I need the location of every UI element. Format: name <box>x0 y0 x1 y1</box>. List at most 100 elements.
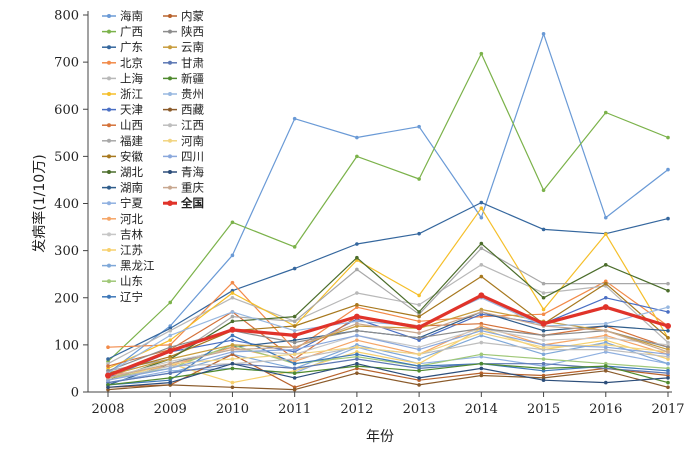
data-point <box>355 255 359 260</box>
data-point <box>230 253 235 258</box>
data-point <box>355 135 359 140</box>
data-point <box>292 245 297 249</box>
data-point <box>541 328 546 333</box>
data-point <box>417 383 421 387</box>
y-tick-label: 300 <box>54 244 79 259</box>
legend-marker <box>107 45 111 50</box>
legend-item: 云南 <box>163 40 204 54</box>
data-point <box>168 328 173 333</box>
legend-item: 陕西 <box>163 25 204 39</box>
data-point <box>479 200 484 205</box>
data-point <box>478 292 485 299</box>
legend-label: 青海 <box>181 165 204 179</box>
data-point <box>291 332 298 339</box>
data-point <box>230 220 235 225</box>
data-point <box>541 357 546 361</box>
x-tick-label: 2011 <box>278 402 311 417</box>
series-line <box>107 363 669 388</box>
data-point <box>479 352 484 357</box>
x-tick-label: 2014 <box>465 402 498 417</box>
legend-label: 海南 <box>120 9 143 23</box>
x-axis-title: 年份 <box>366 429 394 445</box>
legend-marker <box>107 232 111 237</box>
legend-label: 安徽 <box>120 149 143 163</box>
legend-marker <box>107 138 111 143</box>
data-point <box>417 293 421 298</box>
series-line <box>107 264 669 365</box>
legend-label: 吉林 <box>120 227 143 241</box>
data-point <box>168 366 173 371</box>
series-line <box>107 330 669 381</box>
data-point <box>541 361 546 366</box>
legend-marker <box>107 279 111 284</box>
legend-item: 山西 <box>102 118 143 132</box>
data-point <box>355 303 359 307</box>
data-point <box>355 291 359 295</box>
data-point <box>479 246 484 251</box>
legend-marker <box>168 185 172 190</box>
series-line <box>107 202 669 360</box>
data-point <box>230 314 235 319</box>
y-axis: 0 100 200 300 400 500 600 700 800 <box>54 9 89 401</box>
data-point <box>666 380 670 385</box>
legend-marker <box>107 170 111 174</box>
data-point <box>105 372 111 379</box>
series-line <box>107 297 669 374</box>
data-point <box>292 116 297 121</box>
data-point <box>479 366 484 371</box>
data-point <box>417 303 421 307</box>
data-point <box>292 266 297 271</box>
legend-label: 陕西 <box>181 25 204 39</box>
legend-label: 河北 <box>120 212 143 226</box>
data-point <box>416 324 423 331</box>
data-point <box>603 380 608 385</box>
legend-marker <box>107 92 111 96</box>
series-line <box>107 311 669 379</box>
data-point <box>168 376 173 380</box>
data-point <box>479 328 484 333</box>
legend-label: 重庆 <box>181 181 204 195</box>
data-point <box>292 352 297 357</box>
legend-marker <box>168 170 172 174</box>
legend-item: 新疆 <box>163 71 204 85</box>
data-point <box>355 357 359 361</box>
data-point <box>541 352 546 357</box>
legend-item: 广西 <box>102 25 143 39</box>
legend-item: 湖南 <box>102 181 143 195</box>
x-tick-label: 2009 <box>154 402 187 417</box>
legend-label: 山西 <box>120 118 143 132</box>
data-point <box>355 361 359 366</box>
data-point <box>417 331 421 335</box>
series-line <box>107 308 669 377</box>
x-tick-label: 2012 <box>340 402 373 417</box>
legend-label: 北京 <box>120 56 143 70</box>
legend-marker <box>107 14 111 18</box>
legend-label: 甘肃 <box>181 56 204 70</box>
legend-item: 西藏 <box>163 103 204 117</box>
legend-label: 福建 <box>120 134 143 148</box>
legend-marker <box>168 123 172 128</box>
legend-item: 重庆 <box>163 181 204 195</box>
series-line <box>107 370 669 391</box>
series-line <box>107 327 669 379</box>
legend-item: 广东 <box>102 40 143 54</box>
data-point <box>292 361 297 366</box>
data-point <box>479 206 484 211</box>
data-point <box>541 281 546 286</box>
legend-item: 山东 <box>102 274 143 288</box>
series-line <box>107 297 669 379</box>
data-point <box>541 227 546 232</box>
legend-marker <box>167 200 173 206</box>
x-tick-label: 2013 <box>403 402 436 417</box>
legend-item: 黑龙江 <box>102 259 155 273</box>
data-point <box>666 371 670 375</box>
data-point <box>168 333 173 338</box>
legend-marker <box>107 107 111 112</box>
legend-item: 江西 <box>163 118 204 132</box>
data-point <box>167 348 174 355</box>
data-point <box>479 241 484 246</box>
data-point <box>230 361 235 366</box>
series-line <box>107 247 668 372</box>
data-point <box>541 338 546 342</box>
data-point <box>417 352 421 357</box>
